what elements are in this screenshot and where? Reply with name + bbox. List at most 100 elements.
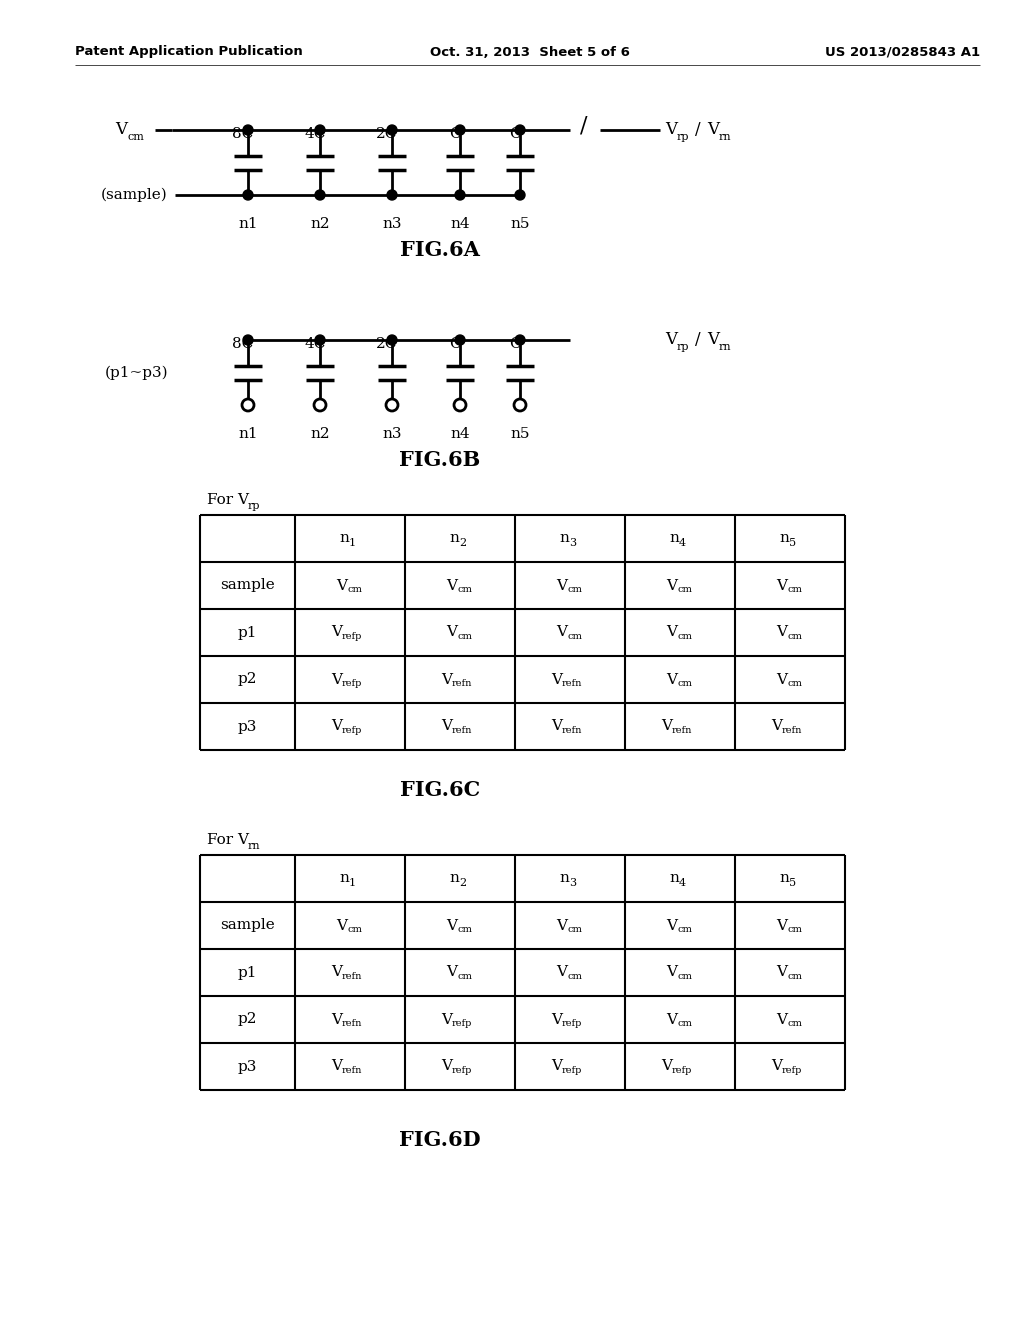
Text: n3: n3 [382, 216, 401, 231]
Text: FIG.6A: FIG.6A [400, 240, 480, 260]
Text: cm: cm [787, 680, 802, 688]
Text: V: V [331, 626, 342, 639]
Text: cm: cm [677, 585, 692, 594]
Text: cm: cm [457, 972, 472, 981]
Text: V: V [551, 1012, 562, 1027]
Text: 8C: 8C [232, 337, 254, 351]
Text: 2C: 2C [376, 127, 397, 140]
Text: V: V [771, 719, 782, 734]
Text: V: V [707, 331, 719, 348]
Text: /: / [695, 121, 700, 139]
Text: 2: 2 [459, 539, 466, 549]
Text: /: / [695, 331, 700, 348]
Text: 5: 5 [790, 879, 796, 888]
Text: V: V [551, 672, 562, 686]
Text: V: V [551, 719, 562, 734]
Text: refn: refn [452, 680, 472, 688]
Text: n: n [450, 871, 459, 886]
Circle shape [242, 399, 254, 411]
Text: V: V [331, 1012, 342, 1027]
Text: Oct. 31, 2013  Sheet 5 of 6: Oct. 31, 2013 Sheet 5 of 6 [430, 45, 630, 58]
Text: V: V [331, 965, 342, 979]
Text: p3: p3 [238, 1060, 257, 1073]
Text: cm: cm [127, 132, 144, 143]
Text: V: V [441, 672, 452, 686]
Text: V: V [551, 1060, 562, 1073]
Text: V: V [446, 965, 457, 979]
Text: n4: n4 [451, 426, 470, 441]
Text: 3: 3 [569, 879, 577, 888]
Text: refn: refn [782, 726, 803, 735]
Text: V: V [556, 626, 567, 639]
Text: rp: rp [248, 502, 260, 511]
Text: V: V [556, 578, 567, 593]
Text: 4C: 4C [304, 127, 326, 140]
Text: refn: refn [342, 1019, 362, 1028]
Text: V: V [441, 1012, 452, 1027]
Text: V: V [336, 578, 347, 593]
Text: refp: refp [342, 680, 362, 688]
Text: V: V [666, 626, 677, 639]
Text: (sample): (sample) [101, 187, 168, 202]
Text: refp: refp [782, 1067, 803, 1076]
Text: V: V [707, 121, 719, 139]
Text: rn: rn [248, 841, 261, 851]
Text: V: V [331, 719, 342, 734]
Text: n1: n1 [239, 216, 258, 231]
Text: cm: cm [677, 925, 692, 935]
Text: (p1~p3): (p1~p3) [104, 366, 168, 380]
Text: rn: rn [719, 132, 731, 143]
Text: n: n [339, 871, 349, 886]
Text: refp: refp [452, 1067, 472, 1076]
Text: sample: sample [220, 578, 274, 593]
Text: n: n [450, 532, 459, 545]
Text: refn: refn [342, 972, 362, 981]
Text: V: V [336, 919, 347, 932]
Text: FIG.6D: FIG.6D [399, 1130, 481, 1150]
Text: V: V [771, 1060, 782, 1073]
Circle shape [514, 399, 526, 411]
Circle shape [314, 399, 326, 411]
Text: 4C: 4C [304, 337, 326, 351]
Text: V: V [446, 919, 457, 932]
Text: n2: n2 [310, 426, 330, 441]
Text: V: V [666, 578, 677, 593]
Text: V: V [665, 121, 677, 139]
Text: refp: refp [452, 1019, 472, 1028]
Text: n: n [779, 532, 790, 545]
Text: cm: cm [567, 632, 582, 642]
Text: V: V [776, 578, 787, 593]
Text: V: V [776, 965, 787, 979]
Text: refn: refn [342, 1067, 362, 1076]
Text: V: V [446, 578, 457, 593]
Text: V: V [115, 121, 127, 139]
Text: 4: 4 [679, 539, 686, 549]
Text: n: n [779, 871, 790, 886]
Circle shape [454, 399, 466, 411]
Text: cm: cm [567, 972, 582, 981]
Text: For V: For V [207, 492, 249, 507]
Text: p3: p3 [238, 719, 257, 734]
Text: cm: cm [677, 972, 692, 981]
Text: refp: refp [562, 1067, 583, 1076]
Text: refn: refn [452, 726, 472, 735]
Circle shape [455, 335, 465, 345]
Text: cm: cm [787, 632, 802, 642]
Text: V: V [666, 1012, 677, 1027]
Circle shape [243, 190, 253, 201]
Text: n5: n5 [510, 216, 529, 231]
Text: C: C [450, 337, 461, 351]
Text: sample: sample [220, 919, 274, 932]
Circle shape [386, 399, 398, 411]
Text: refp: refp [672, 1067, 692, 1076]
Text: cm: cm [347, 585, 361, 594]
Text: V: V [446, 626, 457, 639]
Circle shape [243, 125, 253, 135]
Text: C: C [509, 337, 521, 351]
Text: V: V [331, 672, 342, 686]
Text: V: V [556, 919, 567, 932]
Text: C: C [509, 127, 521, 140]
Text: p1: p1 [238, 965, 257, 979]
Text: For V: For V [207, 833, 249, 847]
Text: 5: 5 [790, 539, 796, 549]
